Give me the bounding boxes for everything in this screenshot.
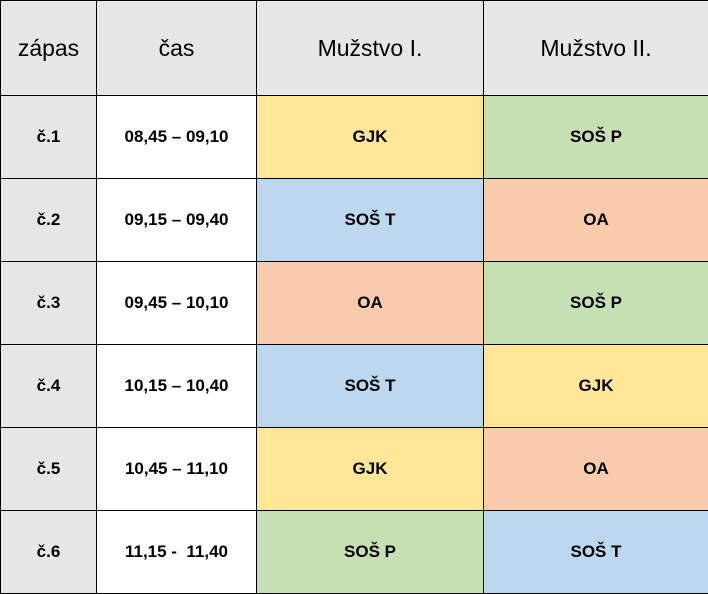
table-row: č.4 10,15 – 10,40 SOŠ T GJK [1,345,708,428]
team-2-cell: GJK [484,345,708,428]
header-team-2: Mužstvo II. [484,1,708,96]
team-2-cell: OA [484,428,708,511]
time-cell: 09,15 – 09,40 [97,179,257,262]
table-row: č.5 10,45 – 11,10 GJK OA [1,428,708,511]
header-team-1: Mužstvo I. [257,1,484,96]
time-cell: 11,15 - 11,40 [97,511,257,594]
header-row: zápas čas Mužstvo I. Mužstvo II. [1,1,708,96]
team-2-cell: SOŠ T [484,511,708,594]
time-cell: 10,45 – 11,10 [97,428,257,511]
team-1-cell: SOŠ P [257,511,484,594]
team-1-cell: SOŠ T [257,179,484,262]
team-2-cell: OA [484,179,708,262]
match-number-cell: č.1 [1,96,97,179]
table-row: č.3 09,45 – 10,10 OA SOŠ P [1,262,708,345]
match-number-cell: č.4 [1,345,97,428]
time-cell: 09,45 – 10,10 [97,262,257,345]
time-cell: 08,45 – 09,10 [97,96,257,179]
team-1-cell: SOŠ T [257,345,484,428]
table-row: č.6 11,15 - 11,40 SOŠ P SOŠ T [1,511,708,594]
team-2-cell: SOŠ P [484,262,708,345]
match-number-cell: č.5 [1,428,97,511]
match-number-cell: č.6 [1,511,97,594]
team-1-cell: OA [257,262,484,345]
match-number-cell: č.2 [1,179,97,262]
team-2-cell: SOŠ P [484,96,708,179]
match-number-cell: č.3 [1,262,97,345]
team-1-cell: GJK [257,428,484,511]
table-row: č.2 09,15 – 09,40 SOŠ T OA [1,179,708,262]
time-cell: 10,15 – 10,40 [97,345,257,428]
team-1-cell: GJK [257,96,484,179]
header-match: zápas [1,1,97,96]
header-time: čas [97,1,257,96]
table-row: č.1 08,45 – 09,10 GJK SOŠ P [1,96,708,179]
